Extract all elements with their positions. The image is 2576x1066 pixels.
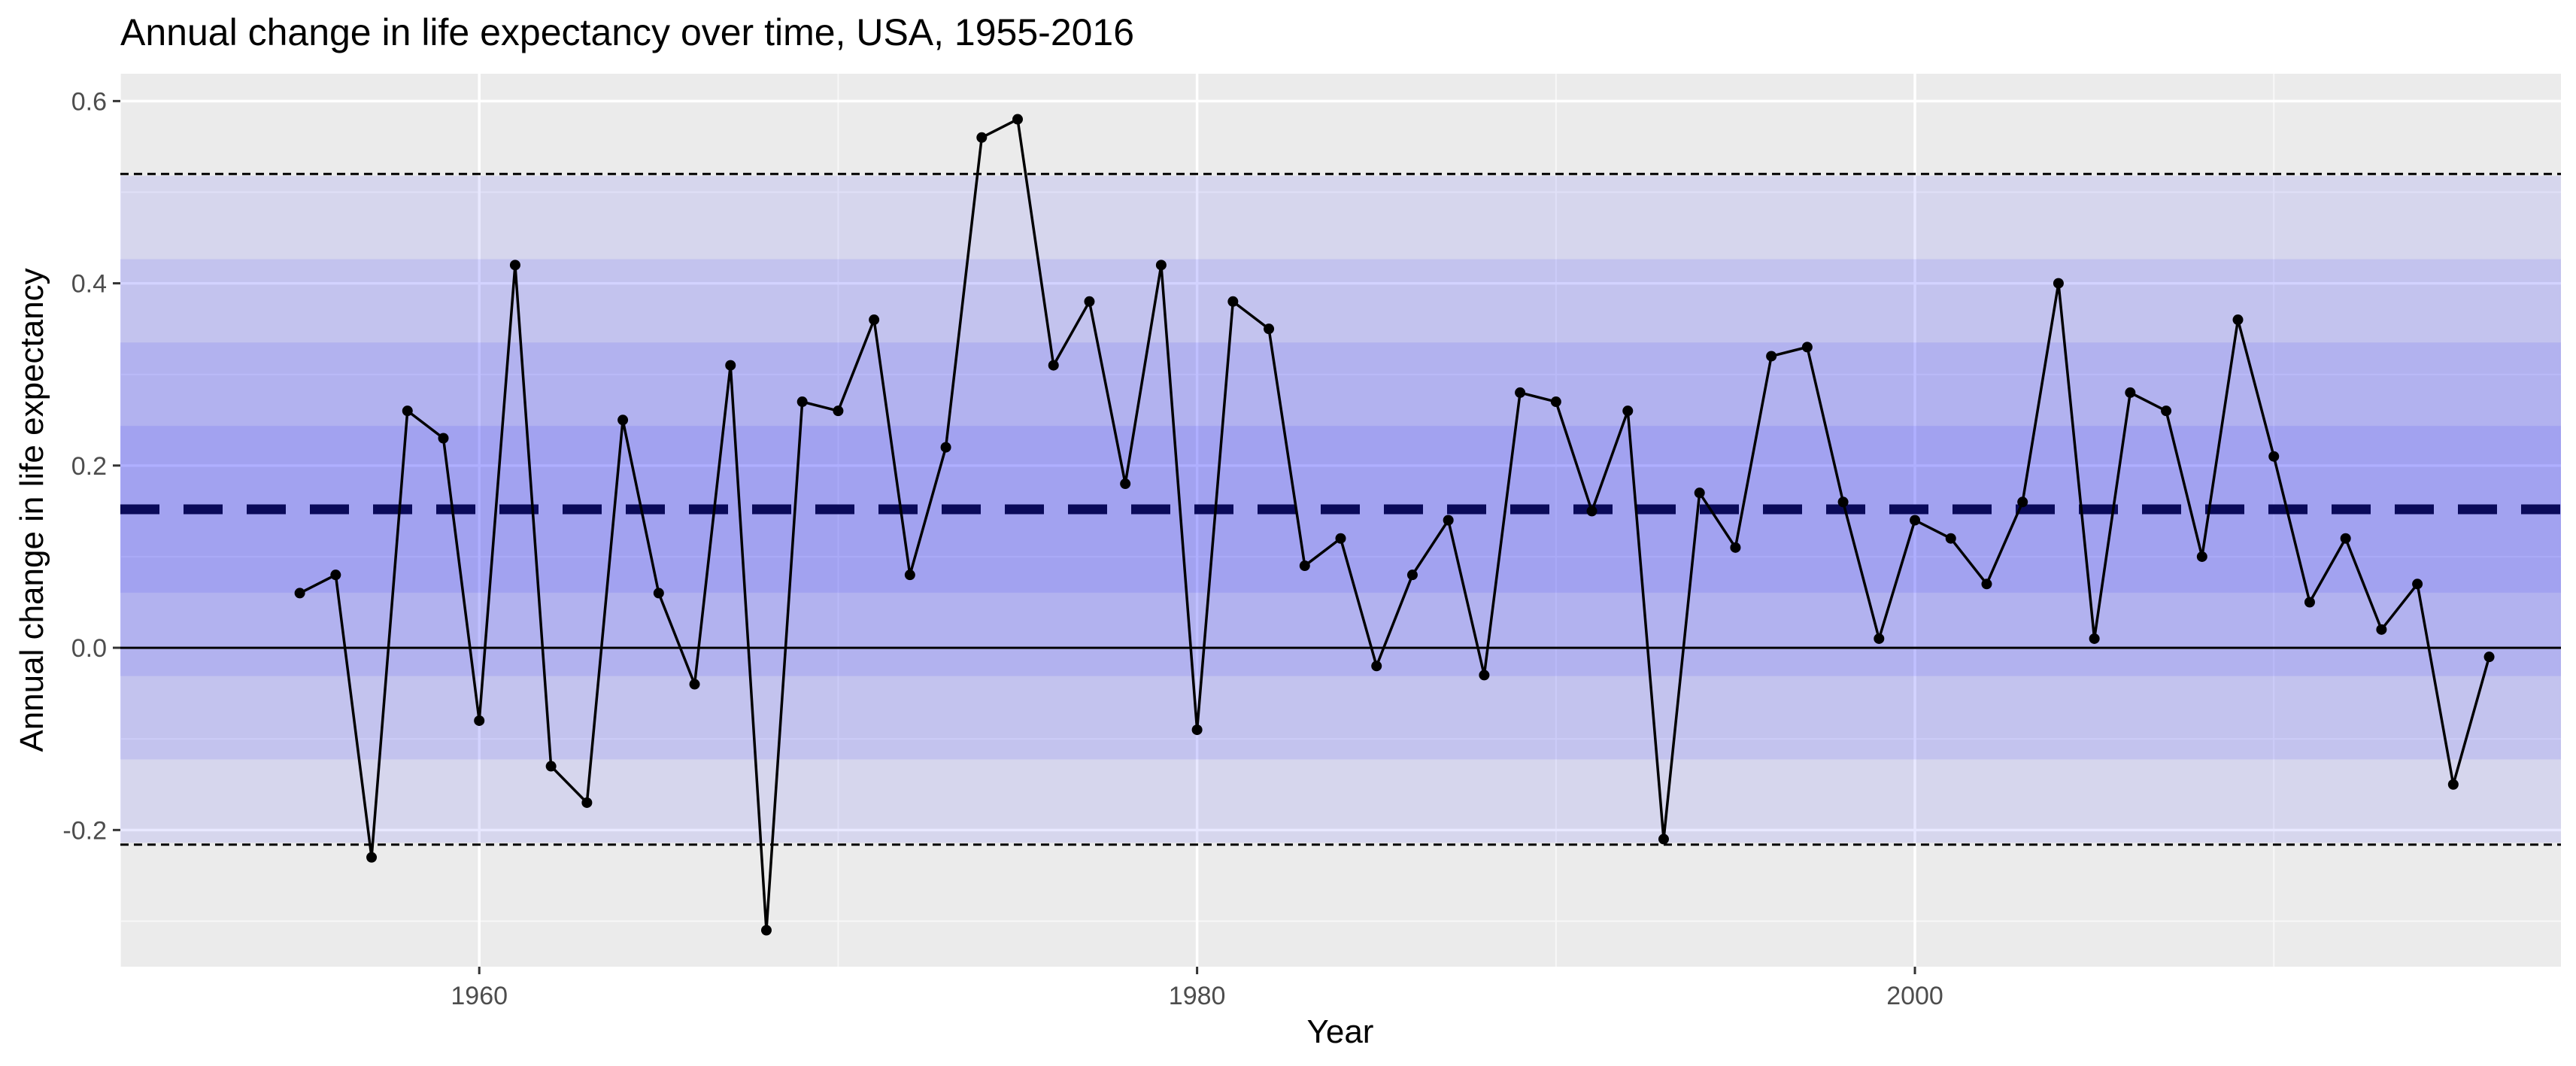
data-point [689, 679, 700, 690]
data-point [2304, 597, 2315, 608]
x-tick-label: 1960 [451, 982, 508, 1010]
data-point [1730, 542, 1741, 553]
data-point [1658, 834, 1669, 845]
data-point [402, 405, 413, 417]
data-point [330, 569, 341, 581]
data-point [2196, 551, 2207, 562]
data-point [2017, 497, 2028, 508]
data-point [1874, 633, 1885, 644]
minor-gridlines [120, 74, 2561, 967]
data-point [1981, 579, 1992, 590]
data-point [1371, 661, 1382, 672]
data-point [438, 433, 449, 444]
data-series [294, 114, 2495, 936]
y-tick-label: 0.0 [71, 634, 107, 663]
data-point [1264, 323, 1275, 335]
data-point [1299, 560, 1310, 572]
data-point [869, 314, 880, 326]
data-point [940, 442, 951, 453]
data-point [1012, 114, 1024, 125]
data-point [1048, 360, 1059, 371]
data-point [1335, 533, 1346, 544]
data-point [2483, 651, 2495, 663]
data-point [833, 405, 844, 417]
data-point [294, 588, 305, 599]
data-point [796, 396, 808, 408]
data-point [976, 132, 988, 143]
data-point [2376, 624, 2387, 635]
data-point [2447, 779, 2459, 790]
data-point [760, 925, 772, 936]
data-point [1155, 260, 1167, 271]
data-point [1120, 478, 1131, 490]
x-tick-label: 1980 [1169, 982, 1226, 1010]
reference-lines [120, 172, 2561, 846]
data-point [2412, 579, 2423, 590]
data-point [1227, 296, 1239, 307]
data-point [1406, 569, 1418, 581]
y-tick-label: 0.2 [71, 452, 107, 481]
data-point [2053, 278, 2064, 289]
data-point [2232, 314, 2244, 326]
data-point [725, 360, 736, 371]
data-point [2125, 387, 2136, 398]
y-tick-label: 0.4 [71, 270, 107, 299]
data-point [1910, 515, 1921, 526]
data-point [1084, 296, 1095, 307]
data-point [366, 852, 378, 863]
data-point [581, 797, 593, 808]
y-axis-title: Annual change in life expectancy [14, 268, 50, 752]
y-tick-label: 0.6 [71, 87, 107, 116]
data-point [904, 569, 915, 581]
x-tick-label: 2000 [1886, 982, 1943, 1010]
data-point [1515, 387, 1526, 398]
data-point [1550, 396, 1561, 408]
data-point [509, 260, 520, 271]
data-point [545, 761, 557, 772]
panel-background [120, 74, 2561, 967]
x-axis-title: Year [1307, 1013, 1374, 1050]
data-point [1801, 342, 1813, 353]
data-point [1479, 670, 1490, 681]
data-point [1945, 533, 1956, 544]
data-point [1766, 351, 1777, 362]
data-point [1443, 515, 1454, 526]
data-point [1622, 405, 1634, 417]
data-point [2340, 533, 2351, 544]
series-line [299, 117, 2491, 932]
axes: 1960 1980 2000 -0.2 0.0 0.2 0.4 0.6 [62, 87, 1943, 1010]
data-point [1837, 497, 1849, 508]
data-point [2268, 451, 2280, 462]
data-point [1694, 487, 1705, 499]
data-point [2161, 405, 2172, 417]
data-point [653, 588, 664, 599]
data-point [1586, 506, 1597, 517]
y-tick-label: -0.2 [62, 816, 107, 845]
data-point [617, 415, 629, 426]
data-point [474, 715, 485, 726]
data-point [2089, 633, 2100, 644]
chart-title: Annual change in life expectancy over ti… [120, 11, 1134, 53]
data-point [1191, 724, 1203, 736]
plot-panel [120, 74, 2561, 967]
